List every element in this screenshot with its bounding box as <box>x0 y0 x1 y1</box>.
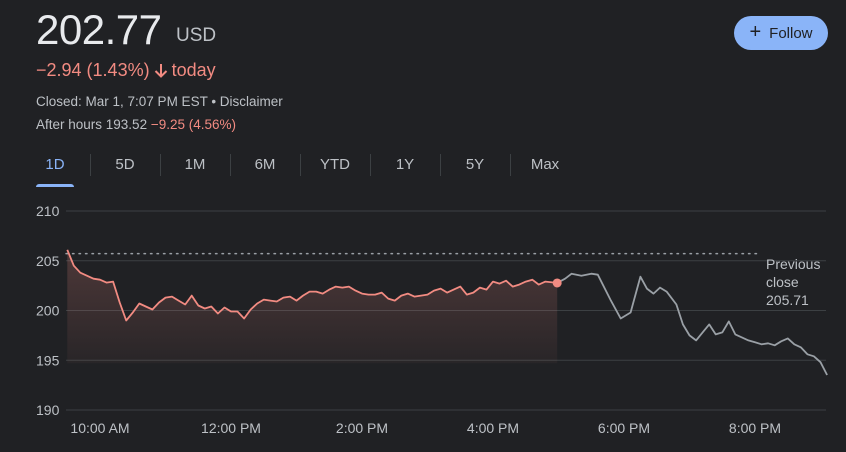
tab-max[interactable]: Max <box>510 150 580 184</box>
price-change: −2.94 (1.43%) today <box>36 60 216 81</box>
x-tick-label: 2:00 PM <box>336 420 388 436</box>
previous-close-label: 205.71 <box>766 292 809 308</box>
price-change-period: today <box>171 60 216 80</box>
tab-ytd[interactable]: YTD <box>300 150 370 184</box>
x-tick-label: 6:00 PM <box>598 420 650 436</box>
range-tabs: 1D 5D 1M 6M YTD 1Y 5Y Max <box>20 150 580 187</box>
y-tick-label: 205 <box>36 253 60 269</box>
tab-6m[interactable]: 6M <box>230 150 300 184</box>
plus-icon: + <box>749 21 762 43</box>
tab-1d[interactable]: 1D <box>20 150 90 187</box>
tab-1m[interactable]: 1M <box>160 150 230 184</box>
x-tick-label: 4:00 PM <box>467 420 519 436</box>
close-marker <box>552 278 562 288</box>
closed-text: Closed: Mar 1, 7:07 PM EST • Disclaimer <box>36 94 283 109</box>
tab-5y[interactable]: 5Y <box>440 150 510 184</box>
price-change-value: −2.94 (1.43%) <box>36 60 150 80</box>
tab-5d[interactable]: 5D <box>90 150 160 184</box>
tab-1y[interactable]: 1Y <box>370 150 440 184</box>
stock-price: 202.77 <box>36 6 162 53</box>
y-tick-label: 210 <box>36 203 60 219</box>
y-tick-label: 190 <box>36 402 60 418</box>
regular-session-area <box>67 249 558 364</box>
previous-close-label: Previous <box>766 256 820 272</box>
x-tick-label: 10:00 AM <box>70 420 129 436</box>
previous-close-label: close <box>766 274 799 290</box>
price-chart[interactable]: 210 205 200 195 190 10:00 AM 12:00 PM 2:00 PM 4:… <box>0 195 846 452</box>
x-tick-label: 8:00 PM <box>729 420 781 436</box>
x-tick-label: 12:00 PM <box>201 420 261 436</box>
currency-label: USD <box>176 25 217 46</box>
after-hours-row: After hours 193.52 −9.25 (4.56%) <box>36 117 236 132</box>
follow-button[interactable]: + Follow <box>734 16 828 50</box>
y-tick-label: 195 <box>36 352 60 368</box>
arrow-down-icon <box>154 63 167 78</box>
regular-session-line <box>66 249 558 322</box>
y-tick-label: 200 <box>36 303 60 319</box>
after-hours-label: After hours 193.52 <box>36 117 148 132</box>
after-hours-change: −9.25 (4.56%) <box>150 117 237 132</box>
after-hours-line <box>556 272 828 376</box>
follow-button-label: Follow <box>769 24 813 42</box>
